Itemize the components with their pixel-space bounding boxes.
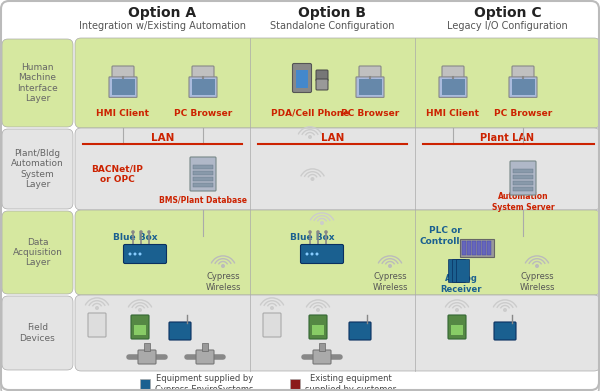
FancyBboxPatch shape bbox=[131, 315, 149, 339]
Circle shape bbox=[388, 264, 392, 268]
Circle shape bbox=[139, 253, 142, 255]
Circle shape bbox=[270, 306, 274, 310]
Bar bbox=[462, 241, 466, 255]
Circle shape bbox=[316, 308, 320, 312]
FancyBboxPatch shape bbox=[313, 350, 331, 364]
Circle shape bbox=[133, 253, 137, 255]
FancyBboxPatch shape bbox=[190, 157, 216, 191]
FancyBboxPatch shape bbox=[263, 313, 281, 337]
Text: Automation
System Server: Automation System Server bbox=[491, 192, 554, 212]
Bar bbox=[513, 169, 533, 173]
Bar bbox=[140, 379, 150, 389]
Bar bbox=[296, 70, 308, 88]
Bar bbox=[193, 171, 213, 175]
Text: LAN: LAN bbox=[321, 133, 344, 143]
Bar bbox=[193, 177, 213, 181]
Circle shape bbox=[308, 230, 312, 234]
Circle shape bbox=[316, 253, 319, 255]
Bar bbox=[442, 79, 464, 95]
FancyBboxPatch shape bbox=[301, 244, 343, 264]
Circle shape bbox=[128, 253, 131, 255]
Circle shape bbox=[308, 135, 312, 139]
Text: Plant LAN: Plant LAN bbox=[481, 133, 535, 143]
Bar bbox=[202, 343, 208, 351]
FancyBboxPatch shape bbox=[449, 260, 461, 283]
Circle shape bbox=[535, 264, 539, 268]
FancyBboxPatch shape bbox=[359, 66, 381, 94]
FancyBboxPatch shape bbox=[439, 77, 467, 97]
Text: LAN: LAN bbox=[151, 133, 174, 143]
Text: Equipment supplied by
Cypress EnviroSystems: Equipment supplied by Cypress EnviroSyst… bbox=[155, 374, 253, 391]
Text: Blue Box: Blue Box bbox=[290, 233, 334, 242]
Text: Field
Devices: Field Devices bbox=[20, 323, 55, 343]
FancyBboxPatch shape bbox=[457, 260, 470, 283]
Text: HMI Client: HMI Client bbox=[97, 108, 149, 118]
FancyBboxPatch shape bbox=[356, 77, 384, 97]
FancyBboxPatch shape bbox=[510, 161, 536, 195]
FancyBboxPatch shape bbox=[192, 66, 214, 94]
FancyBboxPatch shape bbox=[75, 210, 600, 295]
Bar bbox=[319, 343, 325, 351]
Bar bbox=[487, 241, 491, 255]
Text: Option A: Option A bbox=[128, 6, 197, 20]
Text: Legacy I/O Configuration: Legacy I/O Configuration bbox=[447, 21, 568, 31]
FancyBboxPatch shape bbox=[349, 322, 371, 340]
Bar bbox=[513, 175, 533, 179]
Bar bbox=[193, 165, 213, 169]
FancyBboxPatch shape bbox=[75, 295, 600, 371]
Bar bbox=[112, 79, 134, 95]
Bar bbox=[482, 241, 486, 255]
Bar bbox=[513, 187, 533, 191]
Text: Cypress
Wireless: Cypress Wireless bbox=[372, 272, 408, 292]
Bar bbox=[359, 79, 382, 95]
FancyBboxPatch shape bbox=[75, 128, 600, 210]
Text: PC Browser: PC Browser bbox=[494, 108, 552, 118]
Bar bbox=[134, 325, 146, 335]
Text: PC Browser: PC Browser bbox=[341, 108, 399, 118]
Circle shape bbox=[95, 306, 99, 310]
Bar bbox=[0, 0, 600, 38]
Bar bbox=[191, 79, 215, 95]
Bar bbox=[472, 241, 476, 255]
Text: Existing equipment
supplied by customer: Existing equipment supplied by customer bbox=[305, 374, 396, 391]
Circle shape bbox=[503, 308, 507, 312]
Text: Cypress
Wireless: Cypress Wireless bbox=[519, 272, 555, 292]
Text: Analog
Receiver: Analog Receiver bbox=[440, 274, 482, 294]
Circle shape bbox=[455, 308, 459, 312]
FancyBboxPatch shape bbox=[442, 66, 464, 94]
FancyBboxPatch shape bbox=[494, 322, 516, 340]
Circle shape bbox=[131, 230, 135, 234]
Circle shape bbox=[305, 253, 308, 255]
Circle shape bbox=[221, 264, 225, 268]
Bar bbox=[290, 379, 300, 389]
Text: PC Browser: PC Browser bbox=[174, 108, 232, 118]
FancyBboxPatch shape bbox=[293, 63, 311, 93]
Bar bbox=[451, 325, 463, 335]
Circle shape bbox=[139, 230, 143, 234]
Bar bbox=[144, 343, 150, 351]
FancyBboxPatch shape bbox=[2, 211, 73, 294]
Circle shape bbox=[311, 177, 314, 181]
FancyBboxPatch shape bbox=[196, 350, 214, 364]
FancyBboxPatch shape bbox=[124, 244, 167, 264]
Text: Human
Machine
Interface
Layer: Human Machine Interface Layer bbox=[17, 63, 58, 103]
Text: Blue Box: Blue Box bbox=[113, 233, 157, 242]
Text: Cypress
Wireless: Cypress Wireless bbox=[205, 272, 241, 292]
FancyBboxPatch shape bbox=[512, 66, 534, 94]
Text: PLC or
Controller: PLC or Controller bbox=[419, 226, 470, 246]
Circle shape bbox=[311, 253, 314, 255]
FancyBboxPatch shape bbox=[316, 70, 328, 81]
Bar bbox=[193, 183, 213, 187]
Circle shape bbox=[324, 230, 328, 234]
FancyBboxPatch shape bbox=[109, 77, 137, 97]
FancyBboxPatch shape bbox=[138, 350, 156, 364]
Bar bbox=[460, 239, 494, 257]
FancyBboxPatch shape bbox=[2, 296, 73, 370]
Bar bbox=[477, 241, 481, 255]
FancyBboxPatch shape bbox=[309, 315, 327, 339]
FancyBboxPatch shape bbox=[316, 79, 328, 90]
Text: Option C: Option C bbox=[473, 6, 541, 20]
FancyBboxPatch shape bbox=[2, 39, 73, 127]
Bar bbox=[467, 241, 471, 255]
